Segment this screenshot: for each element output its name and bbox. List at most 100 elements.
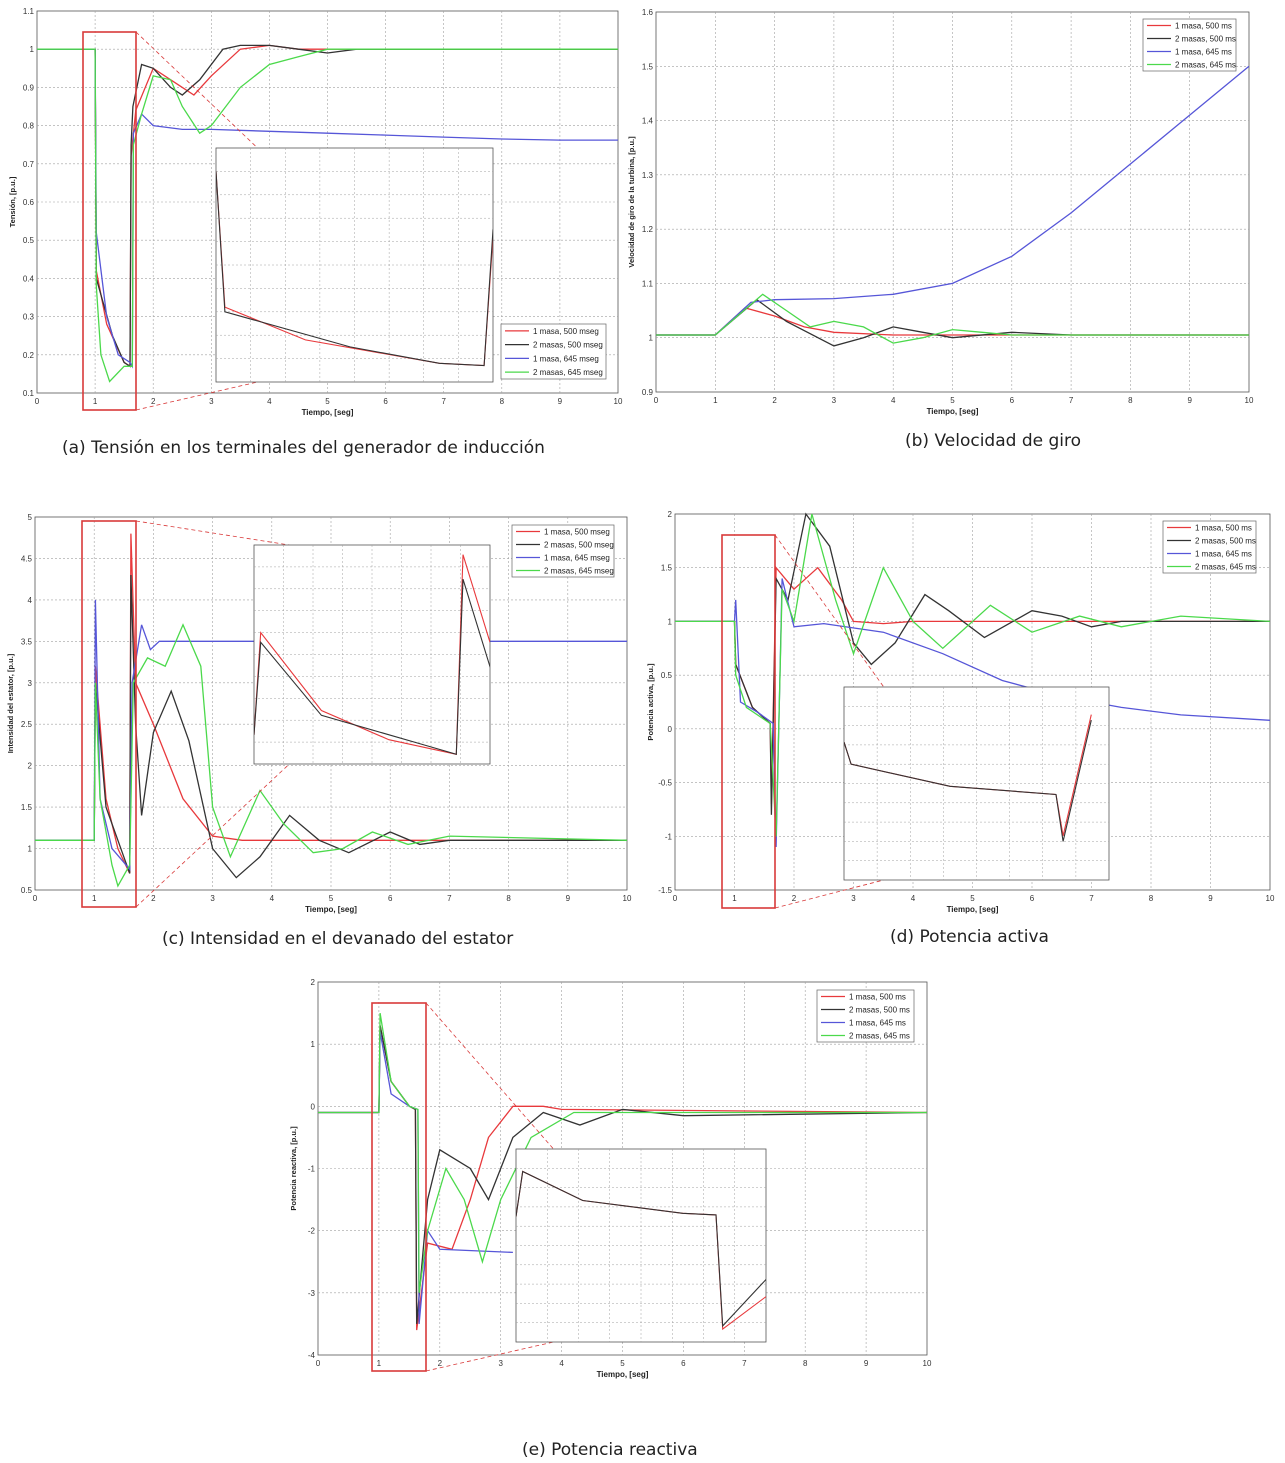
y-tick-label: 1 bbox=[668, 617, 673, 626]
zoom-connector bbox=[774, 879, 884, 909]
x-tick-label: 5 bbox=[325, 397, 330, 406]
caption-d: (d) Potencia activa bbox=[890, 927, 1049, 947]
y-tick-label: 1.5 bbox=[21, 803, 33, 812]
x-tick-label: 3 bbox=[832, 396, 837, 405]
inset-series-line-2 bbox=[516, 1170, 766, 1328]
x-tick-label: 6 bbox=[681, 1359, 686, 1368]
series-line-4 bbox=[318, 1012, 927, 1293]
legend-label: 1 masa, 645 mseg bbox=[533, 354, 599, 363]
y-tick-label: -1.5 bbox=[658, 886, 672, 895]
x-tick-label: 4 bbox=[559, 1359, 564, 1368]
legend-label: 2 masas, 645 mseg bbox=[544, 567, 614, 576]
legend-box bbox=[1162, 520, 1257, 574]
x-tick-label: 6 bbox=[383, 397, 388, 406]
x-tick-label: 2 bbox=[438, 1359, 443, 1368]
y-tick-label: -4 bbox=[308, 1351, 316, 1360]
x-tick-label: 5 bbox=[329, 894, 334, 903]
y-tick-label: 1 bbox=[311, 1040, 316, 1049]
x-tick-label: 9 bbox=[864, 1359, 869, 1368]
x-tick-label: 5 bbox=[950, 396, 955, 405]
chart-c: 0 1 2 3 4 5 6 7 8 9 10 0.5 1 1.5 2 2.5 3 3.5 4 4.5 5 Tiempo, … bbox=[6, 513, 632, 914]
legend-label: 1 masa, 645 ms bbox=[1175, 48, 1232, 57]
legend-label: 2 masas, 500 mseg bbox=[544, 541, 614, 550]
x-tick-label: 4 bbox=[270, 894, 275, 903]
y-tick-label: 1 bbox=[649, 334, 654, 343]
x-tick-label: 8 bbox=[803, 1359, 808, 1368]
y-tick-label: 3 bbox=[28, 679, 33, 688]
x-tick-label: 6 bbox=[388, 894, 393, 903]
x-tick-label: 2 bbox=[151, 397, 156, 406]
y-tick-label: 0.2 bbox=[23, 351, 35, 360]
y-tick-label: 2 bbox=[311, 978, 316, 987]
y-tick-label: 1.5 bbox=[661, 564, 673, 573]
y-tick-label: 1.1 bbox=[642, 279, 654, 288]
y-tick-label: 2 bbox=[668, 510, 673, 519]
x-tick-label: 10 bbox=[923, 1359, 932, 1368]
legend-label: 1 masa, 500 ms bbox=[1195, 524, 1252, 533]
legend-label: 1 masa, 500 ms bbox=[849, 993, 906, 1002]
x-tick-label: 8 bbox=[500, 397, 505, 406]
chart-b: 0 1 2 3 4 5 6 7 8 9 10 0.9 1 1.1 1.2 1.3 1.4 1.5 1.6 Tiempo… bbox=[627, 8, 1254, 416]
y-tick-label: 0.6 bbox=[23, 198, 35, 207]
zoom-connector bbox=[425, 1341, 554, 1372]
x-tick-label: 0 bbox=[654, 396, 659, 405]
x-tick-label: 10 bbox=[623, 894, 632, 903]
zoom-connector bbox=[425, 1002, 554, 1150]
legend-label: 1 masa, 500 mseg bbox=[533, 327, 599, 336]
x-axis-label: Tiempo, [seg] bbox=[305, 905, 357, 914]
x-tick-label: 8 bbox=[506, 894, 511, 903]
series-line-4 bbox=[37, 48, 618, 383]
series-line-3 bbox=[656, 65, 1250, 336]
legend-label: 2 masas, 500 ms bbox=[1175, 35, 1236, 44]
x-tick-label: 8 bbox=[1149, 894, 1154, 903]
legend-label: 2 masas, 645 ms bbox=[1195, 563, 1256, 572]
x-axis-label: Tiempo, [seg] bbox=[927, 407, 979, 416]
x-tick-label: 4 bbox=[891, 396, 896, 405]
legend-box bbox=[816, 989, 915, 1043]
x-tick-label: 4 bbox=[267, 397, 272, 406]
x-tick-label: 0 bbox=[673, 894, 678, 903]
y-tick-label: 1.1 bbox=[23, 7, 35, 16]
x-tick-label: 3 bbox=[209, 397, 214, 406]
y-tick-label: -3 bbox=[308, 1289, 316, 1298]
inset-series-line-2 bbox=[216, 171, 493, 367]
inset-series-line-2 bbox=[844, 719, 1092, 842]
x-tick-label: 1 bbox=[732, 894, 737, 903]
x-tick-label: 5 bbox=[620, 1359, 625, 1368]
y-axis-label: Tensión, [p.u.] bbox=[8, 176, 17, 227]
y-tick-label: 0.9 bbox=[642, 388, 654, 397]
x-tick-label: 5 bbox=[970, 894, 975, 903]
x-tick-label: 3 bbox=[210, 894, 215, 903]
x-tick-label: 1 bbox=[92, 894, 97, 903]
x-tick-label: 9 bbox=[566, 894, 571, 903]
x-tick-label: 3 bbox=[498, 1359, 503, 1368]
y-tick-label: 2 bbox=[28, 762, 33, 771]
y-tick-label: 1.4 bbox=[642, 117, 654, 126]
y-tick-label: 5 bbox=[28, 513, 33, 522]
y-tick-label: 0.5 bbox=[23, 236, 35, 245]
x-tick-label: 0 bbox=[316, 1359, 321, 1368]
legend-label: 2 masas, 500 mseg bbox=[533, 341, 603, 350]
y-tick-label: 0.3 bbox=[23, 313, 35, 322]
legend-label: 1 masa, 645 ms bbox=[849, 1019, 906, 1028]
legend-label: 1 masa, 500 mseg bbox=[544, 528, 610, 537]
x-tick-label: 10 bbox=[1266, 894, 1275, 903]
y-tick-label: -2 bbox=[308, 1227, 316, 1236]
zoom-box bbox=[721, 534, 776, 909]
y-tick-label: 0.4 bbox=[23, 274, 35, 283]
y-tick-label: 1 bbox=[28, 845, 33, 854]
x-tick-label: 7 bbox=[742, 1359, 747, 1368]
legend-label: 2 masas, 500 ms bbox=[1195, 537, 1256, 546]
y-tick-label: -1 bbox=[665, 832, 673, 841]
legend-label: 2 masas, 500 ms bbox=[849, 1006, 910, 1015]
series-line-4 bbox=[35, 623, 628, 888]
legend-box bbox=[511, 524, 615, 578]
series-line-2 bbox=[318, 1025, 928, 1324]
y-axis-label: Intensidad del estator, [p.u.] bbox=[6, 653, 15, 753]
x-tick-label: 9 bbox=[1187, 396, 1192, 405]
y-tick-label: 2.5 bbox=[21, 720, 33, 729]
x-axis-label: Tiempo, [seg] bbox=[947, 905, 999, 914]
legend-label: 1 masa, 500 ms bbox=[1175, 22, 1232, 31]
y-tick-label: 0.5 bbox=[21, 886, 33, 895]
